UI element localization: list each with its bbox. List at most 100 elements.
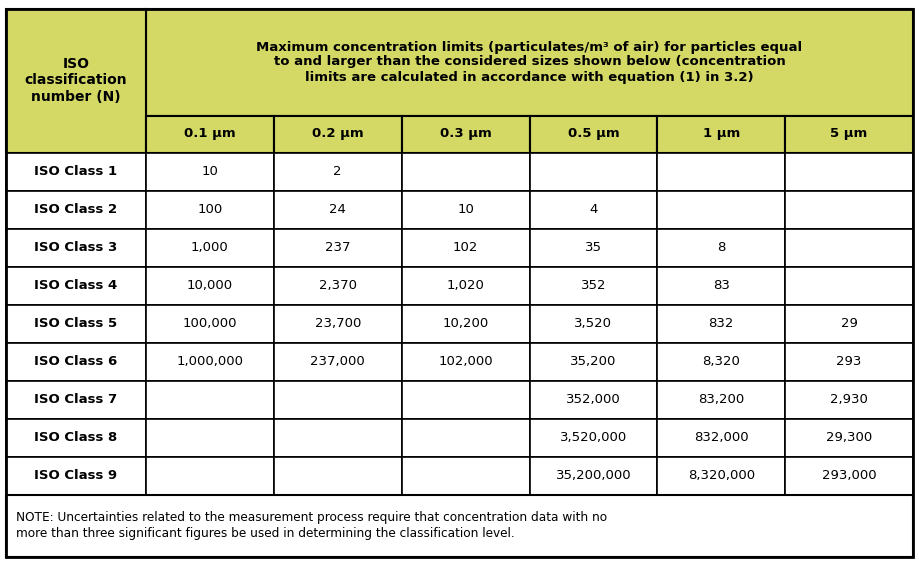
Text: 29,300: 29,300 xyxy=(826,431,872,444)
Bar xyxy=(657,343,785,380)
Text: 5 μm: 5 μm xyxy=(831,127,868,140)
Bar xyxy=(274,228,402,267)
Bar xyxy=(146,9,913,115)
Bar xyxy=(657,456,785,494)
Bar xyxy=(274,152,402,191)
Bar xyxy=(274,115,402,152)
Bar xyxy=(785,152,913,191)
Bar xyxy=(402,343,529,380)
Bar xyxy=(785,191,913,228)
Text: ISO Class 6: ISO Class 6 xyxy=(34,355,118,368)
Text: 1,000,000: 1,000,000 xyxy=(176,355,244,368)
Bar xyxy=(402,456,529,494)
Bar xyxy=(6,343,146,380)
Bar xyxy=(402,380,529,419)
Bar xyxy=(529,456,657,494)
Bar xyxy=(785,267,913,304)
Bar xyxy=(402,115,529,152)
Text: ISO Class 4: ISO Class 4 xyxy=(34,279,118,292)
Bar xyxy=(146,456,274,494)
Bar xyxy=(6,9,146,152)
Text: Maximum concentration limits (particulates/m³ of air) for particles equal
to and: Maximum concentration limits (particulat… xyxy=(256,41,802,83)
Text: ISO Class 1: ISO Class 1 xyxy=(34,165,118,178)
Text: 3,520,000: 3,520,000 xyxy=(560,431,627,444)
Bar xyxy=(529,419,657,456)
Text: 237: 237 xyxy=(325,241,350,254)
Bar xyxy=(274,343,402,380)
Bar xyxy=(785,419,913,456)
Text: 0.5 μm: 0.5 μm xyxy=(568,127,619,140)
Text: 100: 100 xyxy=(198,203,222,216)
Bar xyxy=(274,380,402,419)
Text: 0.3 μm: 0.3 μm xyxy=(439,127,492,140)
Bar xyxy=(529,380,657,419)
Bar xyxy=(6,267,146,304)
Text: 832: 832 xyxy=(709,317,734,330)
Bar xyxy=(785,304,913,343)
Bar xyxy=(6,191,146,228)
Bar xyxy=(402,304,529,343)
Text: 293,000: 293,000 xyxy=(822,469,877,482)
Bar xyxy=(657,419,785,456)
Bar xyxy=(529,191,657,228)
Bar xyxy=(146,304,274,343)
Bar xyxy=(146,419,274,456)
Text: 8: 8 xyxy=(717,241,725,254)
Bar xyxy=(402,228,529,267)
Text: 10: 10 xyxy=(201,165,219,178)
Bar xyxy=(657,380,785,419)
Text: ISO Class 5: ISO Class 5 xyxy=(34,317,118,330)
Bar xyxy=(529,115,657,152)
Text: 100,000: 100,000 xyxy=(183,317,237,330)
Text: ISO Class 3: ISO Class 3 xyxy=(34,241,118,254)
Bar xyxy=(529,343,657,380)
Text: 8,320: 8,320 xyxy=(702,355,740,368)
Text: 4: 4 xyxy=(589,203,597,216)
Text: 352: 352 xyxy=(581,279,607,292)
Text: 0.1 μm: 0.1 μm xyxy=(184,127,236,140)
Text: 1,020: 1,020 xyxy=(447,279,484,292)
Text: 2,370: 2,370 xyxy=(319,279,357,292)
Bar xyxy=(529,267,657,304)
Text: 35,200,000: 35,200,000 xyxy=(556,469,631,482)
Bar xyxy=(274,419,402,456)
Bar xyxy=(146,191,274,228)
Bar xyxy=(657,267,785,304)
Bar xyxy=(785,115,913,152)
Bar xyxy=(657,304,785,343)
Bar xyxy=(274,191,402,228)
Bar xyxy=(146,228,274,267)
Text: 29: 29 xyxy=(841,317,857,330)
Bar xyxy=(274,267,402,304)
Bar xyxy=(402,152,529,191)
Text: ISO Class 8: ISO Class 8 xyxy=(34,431,118,444)
Bar xyxy=(785,228,913,267)
Bar xyxy=(6,304,146,343)
Bar xyxy=(6,419,146,456)
Bar xyxy=(146,380,274,419)
Text: 102,000: 102,000 xyxy=(438,355,493,368)
Bar xyxy=(402,267,529,304)
Text: 10,000: 10,000 xyxy=(187,279,233,292)
Text: NOTE: Uncertainties related to the measurement process require that concentratio: NOTE: Uncertainties related to the measu… xyxy=(16,512,607,540)
Text: 10: 10 xyxy=(457,203,474,216)
Bar xyxy=(657,228,785,267)
Text: ISO Class 2: ISO Class 2 xyxy=(34,203,118,216)
Bar xyxy=(785,456,913,494)
Text: 102: 102 xyxy=(453,241,478,254)
Bar xyxy=(146,115,274,152)
Bar xyxy=(146,343,274,380)
Text: 237,000: 237,000 xyxy=(311,355,365,368)
Bar xyxy=(6,380,146,419)
Text: 23,700: 23,700 xyxy=(314,317,361,330)
Text: 35: 35 xyxy=(584,241,602,254)
Text: 293: 293 xyxy=(836,355,862,368)
Bar xyxy=(402,191,529,228)
Bar xyxy=(6,494,913,557)
Text: 3,520: 3,520 xyxy=(574,317,612,330)
Text: ISO Class 7: ISO Class 7 xyxy=(34,393,118,406)
Text: 83,200: 83,200 xyxy=(698,393,744,406)
Bar xyxy=(529,228,657,267)
Bar xyxy=(402,419,529,456)
Bar xyxy=(274,304,402,343)
